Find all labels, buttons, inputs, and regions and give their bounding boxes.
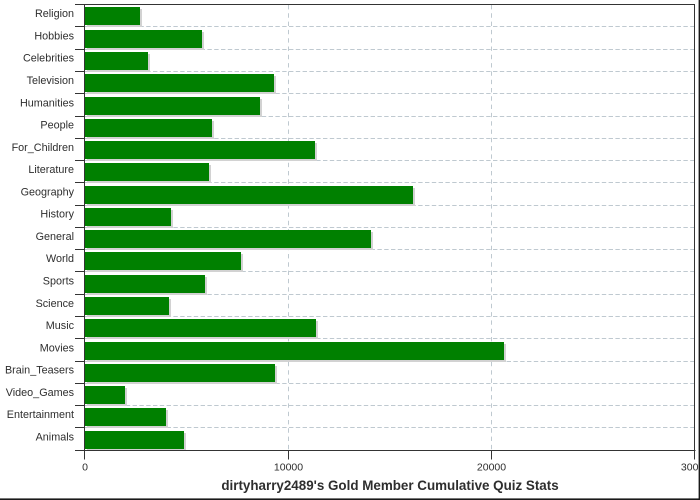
svg-text:Movies: Movies [40,342,75,354]
svg-text:Entertainment: Entertainment [7,409,74,421]
svg-text:Hobbies: Hobbies [34,30,74,42]
svg-text:Television: Television [27,75,74,87]
svg-text:Brain_Teasers: Brain_Teasers [5,365,75,377]
svg-text:History: History [40,209,74,221]
svg-text:Science: Science [36,298,74,310]
svg-text:dirtyharry2489's Gold Member C: dirtyharry2489's Gold Member Cumulative … [221,478,558,493]
svg-text:Humanities: Humanities [20,97,75,109]
svg-text:30000: 30000 [681,461,700,473]
svg-text:0: 0 [82,461,88,473]
svg-text:Sports: Sports [43,276,75,288]
svg-text:World: World [46,253,74,265]
svg-text:Video_Games: Video_Games [6,387,75,399]
svg-text:People: People [40,120,74,132]
svg-text:Religion: Religion [35,8,74,20]
svg-text:Music: Music [46,320,75,332]
svg-text:20000: 20000 [477,461,506,473]
svg-text:For_Children: For_Children [12,142,74,154]
svg-text:General: General [36,231,74,243]
svg-text:Literature: Literature [28,164,74,176]
svg-text:Geography: Geography [21,186,75,198]
svg-text:10000: 10000 [274,461,303,473]
svg-text:Animals: Animals [36,431,75,443]
svg-text:Celebrities: Celebrities [23,53,75,65]
